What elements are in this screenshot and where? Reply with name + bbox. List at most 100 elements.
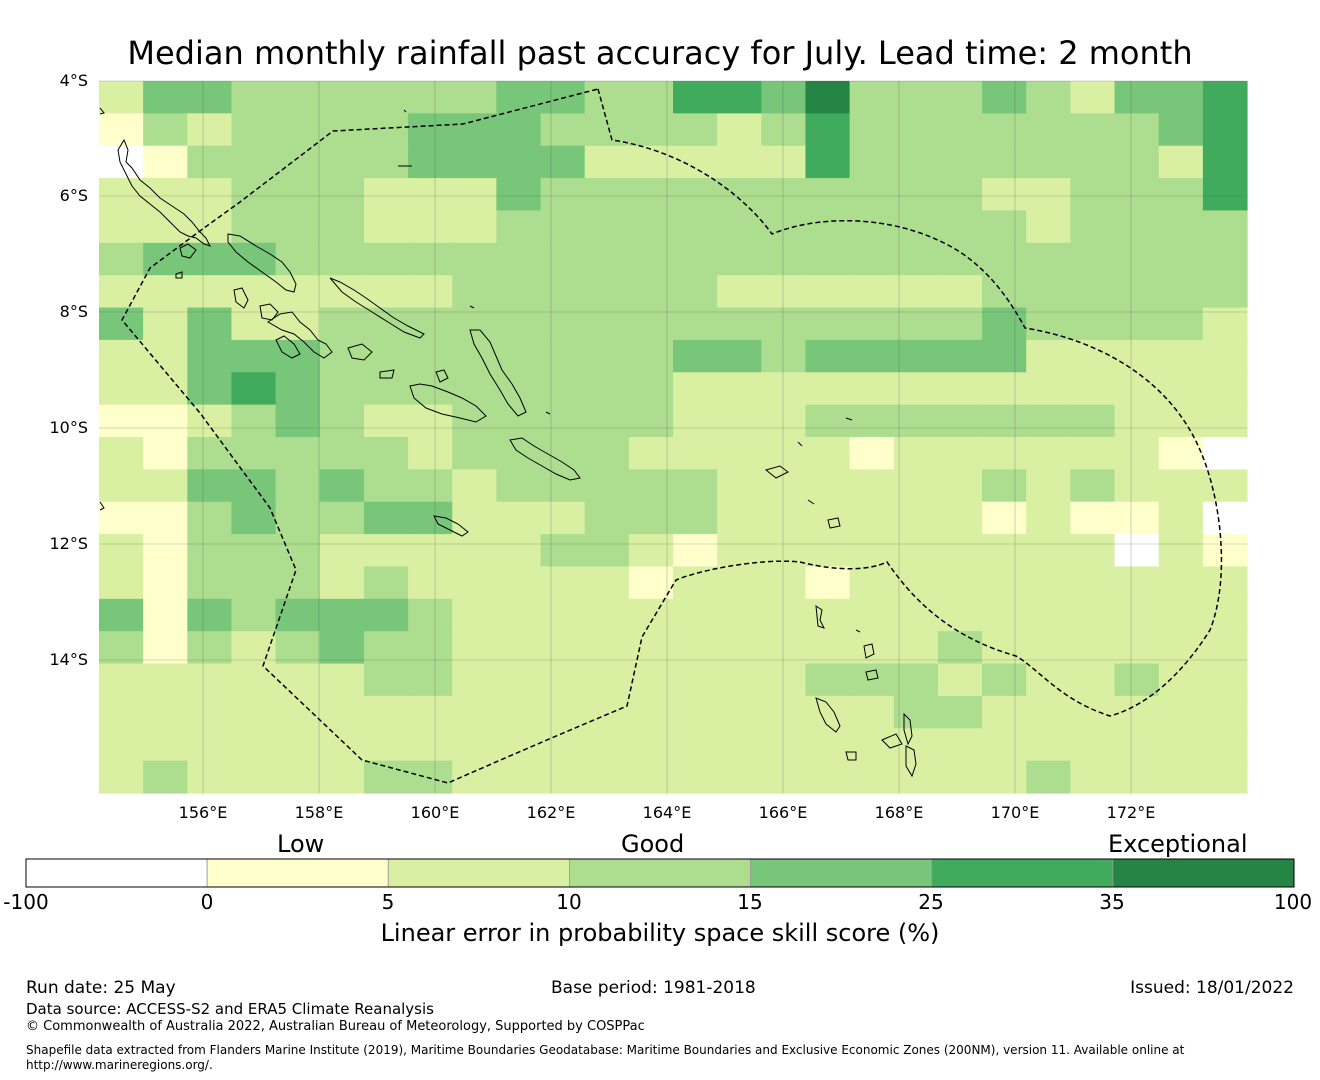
grid-cell: [496, 663, 542, 697]
grid-cell: [452, 663, 497, 697]
grid-cell: [408, 81, 453, 114]
grid-cell: [717, 339, 762, 373]
grid-cell: [673, 339, 718, 373]
grid-cell: [408, 566, 453, 600]
grid-cell: [496, 242, 542, 276]
grid-cell: [584, 178, 630, 212]
grid-cell: [937, 210, 983, 244]
grid-cell: [99, 145, 144, 179]
colorbar-tick-minus100: -100: [3, 890, 49, 914]
grid-cell: [761, 760, 807, 794]
grid-cell: [452, 178, 497, 212]
grid-cell: [1070, 534, 1116, 568]
grid-cell: [673, 469, 718, 503]
grid-cell: [584, 145, 630, 179]
grid-cell: [937, 275, 983, 309]
grid-cell: [1114, 242, 1160, 276]
grid-cell: [452, 437, 497, 470]
grid-cell: [99, 178, 144, 212]
grid-cell: [1070, 145, 1116, 179]
grid-cell: [849, 81, 895, 114]
lon-label-168e: 168°E: [874, 803, 924, 822]
grid-cell: [761, 81, 807, 114]
grid-cell: [761, 501, 807, 535]
grid-cell: [275, 307, 321, 341]
grid-cell: [496, 210, 542, 244]
grid-cell: [1158, 598, 1204, 632]
grid-cell: [540, 469, 586, 503]
grid-cell: [275, 501, 321, 535]
grid-cell: [761, 404, 807, 438]
grid-cell: [673, 113, 718, 147]
grid-cell: [1158, 372, 1204, 406]
grid-cell: [1026, 307, 1071, 341]
grid-cell: [1026, 728, 1071, 762]
grid-cell: [673, 631, 718, 665]
grid-cell: [187, 210, 233, 244]
grid-cell: [937, 178, 983, 212]
grid-cell: [761, 307, 807, 341]
grid-cell: [540, 178, 586, 212]
grid-cell: [540, 339, 586, 373]
grid-cell: [628, 242, 674, 276]
grid-cell: [982, 307, 1027, 341]
grid-cell: [584, 728, 630, 762]
grid-cell: [584, 695, 630, 729]
grid-cell: [982, 81, 1027, 114]
grid-cell: [540, 566, 586, 600]
grid-cell: [1158, 469, 1204, 503]
coastlines: [99, 107, 917, 778]
grid-cell: [1114, 275, 1160, 309]
grid-cell: [540, 598, 586, 632]
grid-cell: [143, 663, 188, 697]
grid-cell: [673, 437, 718, 470]
grid-cell: [1114, 501, 1160, 535]
grid-cell: [452, 81, 497, 114]
grid-cell: [452, 242, 497, 276]
colorbar-segment: [387, 858, 570, 888]
grid-cell: [143, 728, 188, 762]
grid-cell: [893, 695, 939, 729]
grid-cell: [1158, 113, 1204, 147]
grid-cell: [363, 275, 409, 309]
lon-label-162e: 162°E: [526, 803, 576, 822]
grid-cell: [540, 695, 586, 729]
grid-cell: [937, 598, 983, 632]
grid-cell: [673, 760, 718, 794]
grid-cell: [319, 534, 365, 568]
grid-cell: [628, 760, 674, 794]
grid-cell: [187, 275, 233, 309]
grid-cell: [805, 242, 851, 276]
grid-cell: [496, 695, 542, 729]
grid-cell: [1026, 113, 1071, 147]
grid-cell: [717, 437, 762, 470]
grid-cell: [143, 307, 188, 341]
colorbar-segment: [25, 858, 208, 888]
grid-cell: [319, 469, 365, 503]
grid-cell: [319, 145, 365, 179]
grid-cell: [363, 501, 409, 535]
grid-cell: [893, 178, 939, 212]
grid-cell: [628, 695, 674, 729]
grid-cell: [937, 404, 983, 438]
grid-cell: [275, 113, 321, 147]
grid-cell: [496, 145, 542, 179]
grid-cell: [363, 566, 409, 600]
grid-cell: [540, 631, 586, 665]
grid-cell: [761, 663, 807, 697]
grid-cell: [849, 404, 895, 438]
grid-cell: [805, 598, 851, 632]
grid-cell: [1158, 307, 1204, 341]
grid-cell: [452, 598, 497, 632]
grid-cell: [761, 566, 807, 600]
grid-cell: [99, 760, 144, 794]
grid-cell: [849, 113, 895, 147]
grid-cell: [1114, 81, 1160, 114]
grid-cell: [982, 534, 1027, 568]
grid-cell: [805, 566, 851, 600]
grid-cell: [187, 372, 233, 406]
grid-cell: [363, 598, 409, 632]
eez-boundary: [121, 88, 1223, 784]
grid-cell: [982, 760, 1027, 794]
grid-cell: [496, 404, 542, 438]
